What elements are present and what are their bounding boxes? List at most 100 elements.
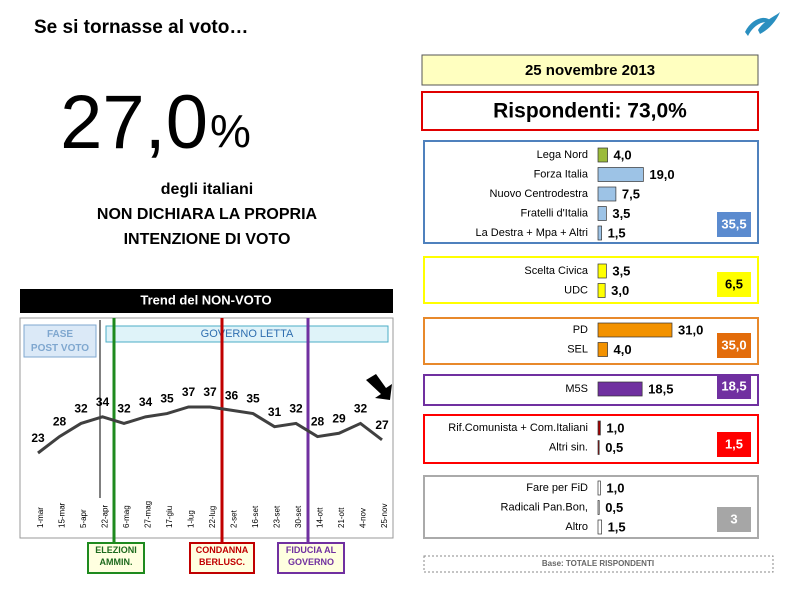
total-label: 1,5	[725, 436, 743, 451]
bar	[597, 283, 606, 298]
bar	[597, 480, 601, 496]
x-tick-label: 1-lug	[187, 510, 196, 528]
value-label: 31,0	[678, 322, 703, 337]
value-label: 3,0	[611, 283, 629, 298]
trend-title: Trend del NON-VOTO	[140, 292, 271, 307]
bar	[597, 381, 643, 397]
value-label: 18,5	[648, 381, 673, 396]
value-label: 31	[268, 405, 282, 419]
date-box	[421, 54, 759, 86]
x-tick-label: 22-lug	[208, 506, 217, 528]
value-label: 36	[225, 388, 239, 402]
group-box	[423, 475, 759, 539]
bar	[597, 519, 602, 535]
respondents-box	[421, 91, 759, 131]
total-label: 6,5	[725, 276, 743, 291]
category-label: SEL	[567, 343, 588, 355]
x-tick-label: 14-ott	[316, 507, 325, 528]
trend-header	[20, 289, 393, 313]
date: 25 novembre 2013	[525, 62, 655, 79]
total-box	[717, 374, 751, 399]
bar	[597, 263, 607, 279]
bar	[597, 147, 608, 163]
subtitle: NON DICHIARA LA PROPRIA	[97, 206, 318, 223]
total-box	[717, 432, 751, 457]
total-box	[717, 507, 751, 532]
value-label: 3,5	[612, 263, 630, 278]
category-label: Lega Nord	[537, 149, 588, 161]
value-label: 7,5	[622, 186, 640, 201]
value-label: 1,5	[608, 519, 626, 534]
big-unit: %	[210, 105, 251, 157]
group-box	[423, 414, 759, 464]
value-label: 35	[160, 392, 174, 406]
value-label: 37	[203, 385, 217, 399]
x-tick-label: 5-apr	[79, 509, 88, 528]
annotation: GOVERNO LETTA	[201, 328, 294, 340]
total-label: 35,0	[721, 337, 746, 352]
value-label: 27	[375, 418, 389, 432]
total-label: 35,5	[721, 216, 746, 231]
value-label: 32	[289, 402, 303, 416]
group-box	[423, 374, 759, 406]
category-label: M5S	[565, 383, 588, 395]
value-label: 32	[117, 402, 131, 416]
total-label: 3	[730, 511, 737, 526]
value-label: 29	[332, 411, 346, 425]
x-tick-label: 27-mag	[144, 501, 153, 528]
value-label: 32	[354, 402, 368, 416]
bar	[597, 186, 617, 202]
x-tick-label: 21-ott	[337, 507, 346, 528]
value-label: 1,5	[608, 225, 626, 240]
annotation: CONDANNA BERLUSC.	[196, 545, 249, 567]
annotation-box	[189, 542, 255, 574]
trend-line	[37, 405, 383, 455]
value-label: 37	[182, 385, 196, 399]
value-label: 4,0	[614, 147, 632, 162]
big-number: 27,0	[60, 80, 208, 165]
bar	[597, 167, 644, 182]
value-label: 0,5	[605, 440, 623, 455]
value-label: 4,0	[614, 342, 632, 357]
bar	[597, 322, 673, 338]
value-label: 1,0	[606, 420, 624, 435]
base-box	[423, 555, 774, 573]
value-label: 28	[53, 415, 67, 429]
bar	[597, 440, 600, 455]
value-label: 0,5	[605, 500, 623, 515]
respondents: Rispondenti: 73,0%	[493, 100, 687, 123]
annotation-box	[277, 542, 345, 574]
category-label: Altri sin.	[549, 441, 588, 453]
x-tick-label: 6-mag	[122, 505, 131, 528]
x-tick-label: 22-apr	[101, 505, 110, 528]
group-box	[423, 317, 759, 365]
value-label: 34	[96, 395, 110, 409]
category-label: UDC	[564, 284, 588, 296]
subtitle: degli italiani	[161, 181, 253, 198]
total-box	[717, 272, 751, 297]
x-tick-label: 23-set	[273, 505, 282, 528]
x-tick-label: 25-nov	[380, 504, 389, 528]
value-label: 23	[31, 431, 45, 445]
group-box	[423, 140, 759, 244]
category-label: Radicali Pan.Bon,	[501, 501, 588, 513]
bar	[597, 500, 600, 515]
page-title: Se si tornasse al voto…	[34, 17, 248, 38]
x-tick-label: 1-mar	[36, 507, 45, 528]
annotation: ELEZIONI AMMIN.	[95, 545, 137, 567]
category-label: Fare per FiD	[526, 482, 588, 494]
value-label: 19,0	[649, 167, 674, 182]
subtitle: INTENZIONE DI VOTO	[124, 231, 291, 248]
value-label: 35	[246, 392, 260, 406]
value-label: 32	[74, 402, 88, 416]
category-label: Altro	[565, 521, 588, 533]
category-label: Rif.Comunista + Com.Italiani	[448, 422, 588, 434]
category-label: Nuovo Centrodestra	[490, 188, 589, 200]
x-tick-label: 2-set	[230, 509, 239, 528]
category-label: Scelta Civica	[524, 265, 588, 277]
x-tick-label: 17-giu	[165, 506, 174, 528]
bar	[597, 225, 602, 241]
category-label: PD	[573, 324, 588, 336]
category-label: Forza Italia	[534, 168, 589, 180]
